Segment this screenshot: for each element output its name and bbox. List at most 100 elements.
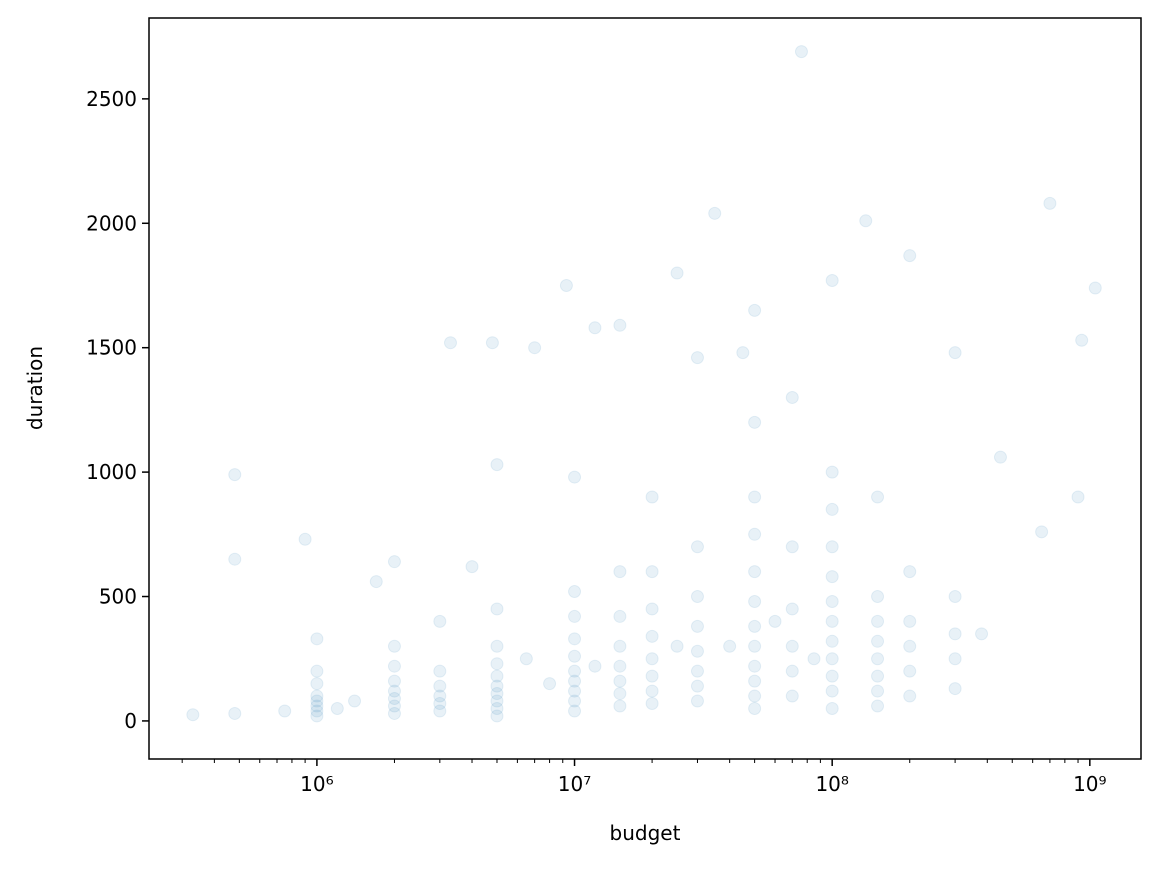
point — [825, 669, 839, 683]
point — [645, 684, 659, 698]
point — [871, 652, 885, 666]
point — [490, 679, 504, 693]
point — [748, 701, 762, 715]
point — [568, 609, 582, 623]
point — [645, 602, 659, 616]
point — [568, 470, 582, 484]
point — [748, 619, 762, 633]
point — [825, 614, 839, 628]
point — [748, 639, 762, 653]
point — [670, 266, 684, 280]
point — [310, 664, 324, 678]
point — [387, 684, 401, 698]
point — [310, 694, 324, 708]
point — [825, 701, 839, 715]
x-tick-label: 10⁶ — [300, 772, 333, 796]
point — [543, 677, 557, 691]
point — [568, 684, 582, 698]
point — [369, 575, 383, 589]
point — [690, 644, 704, 658]
point — [948, 682, 962, 696]
point — [310, 699, 324, 713]
point — [433, 704, 447, 718]
point — [186, 708, 200, 722]
point — [748, 594, 762, 608]
point — [645, 652, 659, 666]
point — [736, 346, 750, 360]
y-tick-label: 2000 — [86, 211, 137, 235]
x-tick-label: 10⁹ — [1073, 772, 1106, 796]
x-axis-label: budget — [610, 821, 681, 845]
point — [690, 694, 704, 708]
point — [559, 278, 573, 292]
point — [785, 602, 799, 616]
point — [490, 669, 504, 683]
point — [825, 274, 839, 288]
point — [490, 639, 504, 653]
point — [490, 687, 504, 701]
point — [568, 664, 582, 678]
point — [785, 390, 799, 404]
point — [568, 674, 582, 688]
plot-frame — [148, 17, 1142, 760]
point — [490, 602, 504, 616]
point — [690, 619, 704, 633]
point — [588, 659, 602, 673]
point — [433, 664, 447, 678]
point — [298, 532, 312, 546]
point — [825, 570, 839, 584]
point — [490, 458, 504, 472]
point — [613, 565, 627, 579]
point — [903, 664, 917, 678]
point — [387, 699, 401, 713]
point — [871, 590, 885, 604]
point — [568, 694, 582, 708]
y-tick-label: 2500 — [86, 87, 137, 111]
point — [613, 687, 627, 701]
point — [825, 540, 839, 554]
point — [708, 206, 722, 220]
point — [490, 694, 504, 708]
point — [330, 701, 344, 715]
point — [568, 704, 582, 718]
y-tick-label: 1000 — [86, 460, 137, 484]
point — [748, 689, 762, 703]
points — [186, 45, 1102, 723]
point — [903, 689, 917, 703]
point — [387, 674, 401, 688]
point — [433, 614, 447, 628]
y-tick-label: 1500 — [86, 336, 137, 360]
point — [785, 540, 799, 554]
point — [871, 669, 885, 683]
point — [228, 706, 242, 720]
point — [310, 677, 324, 691]
point — [690, 351, 704, 365]
point — [825, 594, 839, 608]
point — [859, 214, 873, 228]
point — [903, 249, 917, 263]
point — [387, 706, 401, 720]
point — [613, 609, 627, 623]
point — [645, 669, 659, 683]
point — [228, 552, 242, 566]
point — [1071, 490, 1085, 504]
point — [871, 614, 885, 628]
point — [568, 632, 582, 646]
point — [785, 664, 799, 678]
point — [588, 321, 602, 335]
point — [310, 632, 324, 646]
point — [490, 701, 504, 715]
point — [465, 560, 479, 574]
point — [670, 639, 684, 653]
point — [993, 450, 1007, 464]
point — [278, 704, 292, 718]
point — [528, 341, 542, 355]
point — [807, 652, 821, 666]
point — [748, 565, 762, 579]
point — [948, 590, 962, 604]
point — [748, 490, 762, 504]
point — [690, 679, 704, 693]
point — [748, 303, 762, 317]
point — [645, 565, 659, 579]
